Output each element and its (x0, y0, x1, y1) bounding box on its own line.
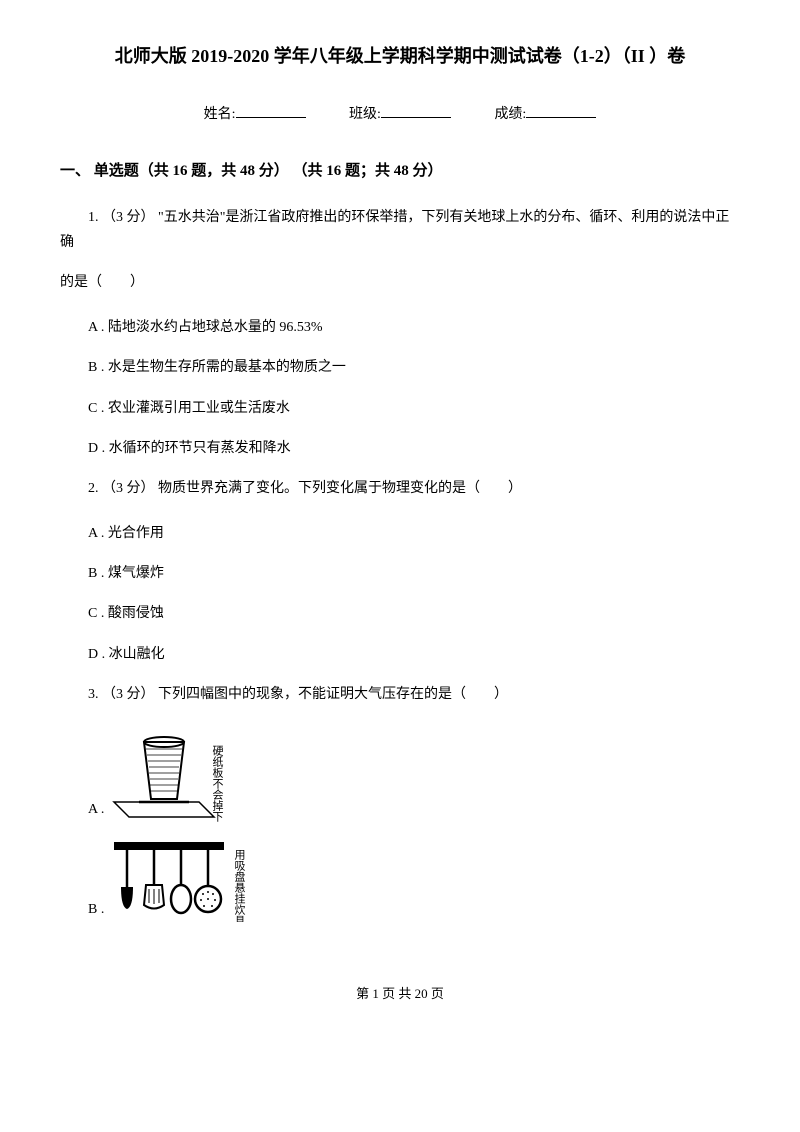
q1-points: （3 分） (102, 210, 155, 225)
score-label: 成绩: (494, 107, 526, 122)
score-field: 成绩: (494, 102, 596, 127)
q2-opt-a-text: 光合作用 (108, 526, 164, 541)
q1-number: 1. (88, 210, 99, 225)
q1-body: "五水共治"是浙江省政府推出的环保举措，下列有关地球上水的分布、循环、利用的说法… (60, 210, 729, 250)
q1-opt-b-label: B . (88, 360, 104, 375)
class-field: 班级: (349, 102, 451, 127)
page-footer: 第 1 页 共 20 页 (60, 982, 740, 1005)
question-3: 3. （3 分） 下列四幅图中的现象，不能证明大气压存在的是（ ） (60, 682, 740, 707)
q2-body: 物质世界充满了变化。下列变化属于物理变化的是（ ） (158, 481, 522, 496)
q2-opt-d-text: 冰山融化 (109, 647, 165, 662)
q3-opt-a-figure: 硬纸板不会掉下来 (109, 727, 259, 822)
q3-option-b: B . (60, 837, 740, 922)
q1-option-c: C . 农业灌溉引用工业或生活废水 (60, 396, 740, 421)
class-label: 班级: (349, 107, 381, 122)
question-2: 2. （3 分） 物质世界充满了变化。下列变化属于物理变化的是（ ） (60, 476, 740, 501)
q1-continuation: 的是（ ） (60, 270, 740, 295)
class-underline (381, 102, 451, 118)
question-3-text: 3. （3 分） 下列四幅图中的现象，不能证明大气压存在的是（ ） (60, 682, 740, 707)
q1-opt-a-text: 陆地淡水约占地球总水量的 96.53% (108, 320, 323, 335)
q2-opt-b-label: B . (88, 566, 104, 581)
q2-option-b: B . 煤气爆炸 (60, 561, 740, 586)
question-1-text: 1. （3 分） "五水共治"是浙江省政府推出的环保举措，下列有关地球上水的分布… (60, 205, 740, 255)
question-2-text: 2. （3 分） 物质世界充满了变化。下列变化属于物理变化的是（ ） (60, 476, 740, 501)
exam-title: 北师大版 2019-2020 学年八年级上学期科学期中测试试卷（1-2）（II … (60, 40, 740, 72)
name-field: 姓名: (204, 102, 306, 127)
score-underline (526, 102, 596, 118)
q1-opt-b-text: 水是生物生存所需的最基本的物质之一 (108, 360, 346, 375)
caption-a: 硬纸板不会掉下来 (211, 745, 224, 822)
q3-opt-b-label: B . (60, 897, 104, 922)
name-label: 姓名: (204, 107, 236, 122)
q3-body: 下列四幅图中的现象，不能证明大气压存在的是（ ） (158, 687, 508, 702)
cup-cardboard-icon: 硬纸板不会掉下来 (109, 727, 259, 822)
q2-number: 2. (88, 481, 99, 496)
student-info-line: 姓名: 班级: 成绩: (60, 102, 740, 127)
q1-opt-c-label: C . (88, 401, 104, 416)
q1-option-a: A . 陆地淡水约占地球总水量的 96.53% (60, 315, 740, 340)
q2-opt-a-label: A . (88, 526, 104, 541)
name-underline (236, 102, 306, 118)
q1-opt-d-text: 水循环的环节只有蒸发和降水 (109, 441, 291, 456)
q3-number: 3. (88, 687, 99, 702)
q1-opt-a-label: A . (88, 320, 104, 335)
q3-opt-b-figure: 用吸盘悬挂炊具 (109, 837, 279, 922)
q2-option-c: C . 酸雨侵蚀 (60, 601, 740, 626)
suction-utensils-icon: 用吸盘悬挂炊具 (109, 837, 279, 922)
q2-option-a: A . 光合作用 (60, 521, 740, 546)
q1-opt-d-label: D . (88, 441, 105, 456)
q3-option-a: A . 硬纸板不会掉下来 (60, 727, 740, 822)
q2-opt-c-label: C . (88, 606, 104, 621)
q2-opt-d-label: D . (88, 647, 105, 662)
q1-option-d: D . 水循环的环节只有蒸发和降水 (60, 436, 740, 461)
q3-points: （3 分） (102, 687, 155, 702)
q2-opt-c-text: 酸雨侵蚀 (108, 606, 164, 621)
q2-opt-b-text: 煤气爆炸 (108, 566, 164, 581)
q2-points: （3 分） (102, 481, 155, 496)
q1-option-b: B . 水是生物生存所需的最基本的物质之一 (60, 355, 740, 380)
q3-opt-a-label: A . (60, 797, 104, 822)
caption-b: 用吸盘悬挂炊具 (233, 849, 246, 922)
q1-opt-c-text: 农业灌溉引用工业或生活废水 (108, 401, 290, 416)
q2-option-d: D . 冰山融化 (60, 642, 740, 667)
question-1: 1. （3 分） "五水共治"是浙江省政府推出的环保举措，下列有关地球上水的分布… (60, 205, 740, 296)
section-header: 一、 单选题（共 16 题，共 48 分） （共 16 题；共 48 分） (60, 158, 740, 185)
